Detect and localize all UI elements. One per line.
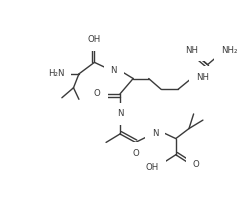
Text: N: N [111,66,117,75]
Text: OH: OH [88,35,101,44]
Text: O: O [193,160,200,169]
Text: NH: NH [185,46,199,54]
Text: N: N [152,129,158,138]
Text: OH: OH [145,163,159,172]
Text: O: O [94,89,101,98]
Text: O: O [132,149,139,158]
Text: NH: NH [196,73,209,82]
Text: NH₂: NH₂ [221,46,237,54]
Text: H₂N: H₂N [48,69,64,78]
Text: N: N [117,109,123,118]
